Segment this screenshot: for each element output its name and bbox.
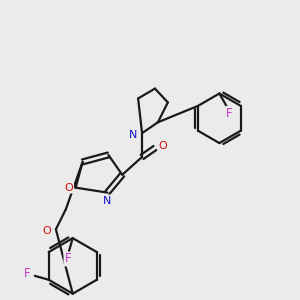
Text: F: F [24,267,30,280]
Text: O: O [43,226,51,236]
Text: O: O [158,141,167,151]
Text: F: F [226,107,232,120]
Text: F: F [64,253,71,266]
Text: N: N [103,196,112,206]
Text: O: O [64,183,73,193]
Text: N: N [129,130,137,140]
